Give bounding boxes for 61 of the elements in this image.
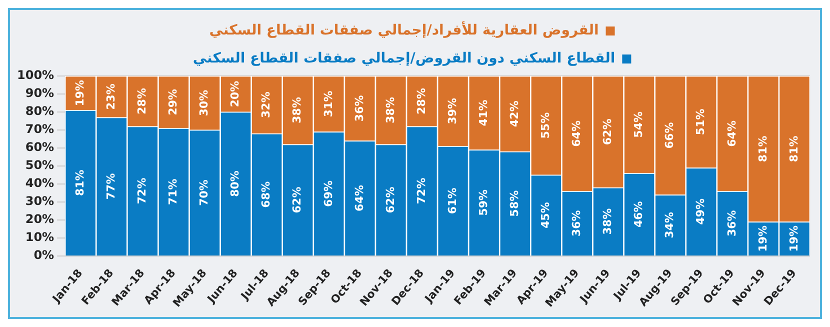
data-label: 68% [260, 181, 273, 208]
data-label: 64% [725, 120, 738, 147]
data-label: 81% [756, 136, 770, 162]
data-label: 38% [290, 97, 304, 124]
data-label: 46% [632, 201, 646, 228]
data-label: 31% [322, 90, 335, 118]
data-label: 23% [104, 84, 118, 110]
data-label: 41% [476, 100, 490, 126]
y-tick-label: 0% [34, 248, 54, 262]
data-label: 20% [228, 80, 242, 108]
data-label: 81% [73, 170, 86, 196]
data-label: 61% [446, 188, 459, 214]
data-label: 32% [260, 92, 273, 118]
data-label: 49% [694, 198, 708, 225]
y-tick-label: 20% [25, 212, 54, 226]
y-tick-label: 70% [25, 122, 54, 136]
data-label: 55% [539, 112, 552, 139]
data-label: 66% [663, 122, 676, 149]
data-label: 62% [290, 186, 304, 214]
data-label: 81% [787, 136, 800, 162]
data-label: 59% [476, 189, 490, 216]
data-label: 72% [136, 178, 149, 204]
data-label: 62% [384, 186, 397, 214]
data-label: 38% [601, 208, 614, 235]
data-label: 42% [508, 100, 521, 127]
data-label: 51% [694, 108, 708, 136]
data-label: 34% [663, 212, 676, 238]
data-label: 72% [414, 178, 428, 204]
data-label: 64% [352, 184, 366, 212]
data-label: 29% [166, 88, 180, 116]
y-tick-label: 10% [25, 230, 54, 244]
data-label: 19% [756, 225, 770, 252]
data-label: 19% [787, 225, 800, 252]
y-tick-label: 100% [16, 68, 54, 82]
data-label: 62% [601, 118, 614, 145]
y-tick-label: 80% [25, 104, 54, 118]
data-label: 39% [446, 98, 459, 124]
data-label: 45% [539, 202, 552, 228]
data-label: 38% [384, 97, 397, 124]
data-label: 69% [322, 180, 335, 207]
data-label: 71% [166, 178, 180, 206]
data-label: 58% [508, 190, 521, 217]
data-label: 36% [570, 210, 584, 237]
data-label: 28% [414, 88, 428, 114]
data-label: 80% [228, 170, 242, 197]
y-tick-label: 60% [25, 140, 54, 154]
data-label: 64% [570, 120, 584, 147]
data-label: 70% [198, 180, 211, 206]
data-label: 36% [725, 210, 738, 237]
legend-label: القروض العقارية للأفراد/إجمالي صفقات القطاع السكني [209, 20, 599, 39]
data-label: 28% [136, 88, 149, 114]
y-tick-label: 90% [25, 86, 54, 100]
y-tick-label: 30% [25, 194, 54, 208]
data-label: 36% [352, 95, 366, 122]
data-label: 30% [198, 90, 211, 116]
data-label: 77% [104, 173, 118, 200]
data-label: 54% [632, 111, 646, 138]
legend-label: القطاع السكني دون القروض/إجمالي صفقات القطاع السكني [192, 50, 616, 67]
y-tick-label: 40% [25, 176, 54, 190]
y-tick-label: 50% [25, 158, 54, 172]
data-label: 19% [73, 80, 86, 106]
